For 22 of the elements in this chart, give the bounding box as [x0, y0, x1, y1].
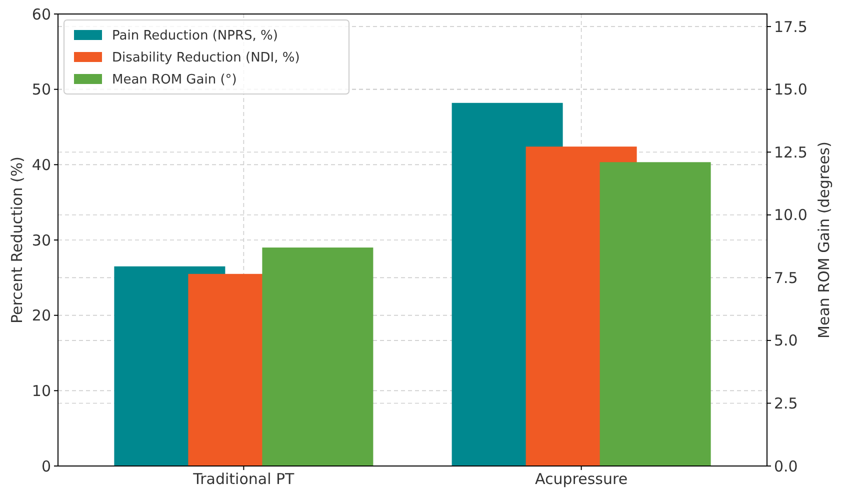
- y-axis-title: Percent Reduction (%): [8, 156, 26, 324]
- y2-tick-label: 15.0: [774, 80, 808, 99]
- y-tick-label: 20: [32, 306, 51, 325]
- y2-tick-label: 17.5: [774, 18, 808, 36]
- y-tick-label: 10: [32, 382, 51, 400]
- y2-tick-label: 12.5: [774, 143, 808, 162]
- y2-tick-label: 10.0: [774, 206, 808, 224]
- y2-axis-title: Mean ROM Gain (degrees): [815, 142, 833, 338]
- legend-label: Pain Reduction (NPRS, %): [112, 28, 278, 44]
- y2-tick-label: 5.0: [774, 332, 798, 350]
- legend-label: Mean ROM Gain (°): [112, 72, 237, 88]
- x-tick-label: Acupressure: [535, 470, 628, 488]
- y2-tick-label: 7.5: [774, 268, 798, 287]
- y-tick-label: 40: [32, 156, 51, 174]
- y-tick-label: 30: [32, 231, 51, 250]
- x-tick-label: Traditional PT: [192, 470, 296, 488]
- y2-tick-label: 2.5: [774, 394, 798, 412]
- legend-label: Disability Reduction (NDI, %): [112, 50, 300, 66]
- y-tick-label: 0: [41, 457, 51, 476]
- y2-tick-label: 0.0: [774, 457, 798, 476]
- y-tick-label: 60: [32, 5, 51, 24]
- y-tick-label: 50: [32, 80, 51, 99]
